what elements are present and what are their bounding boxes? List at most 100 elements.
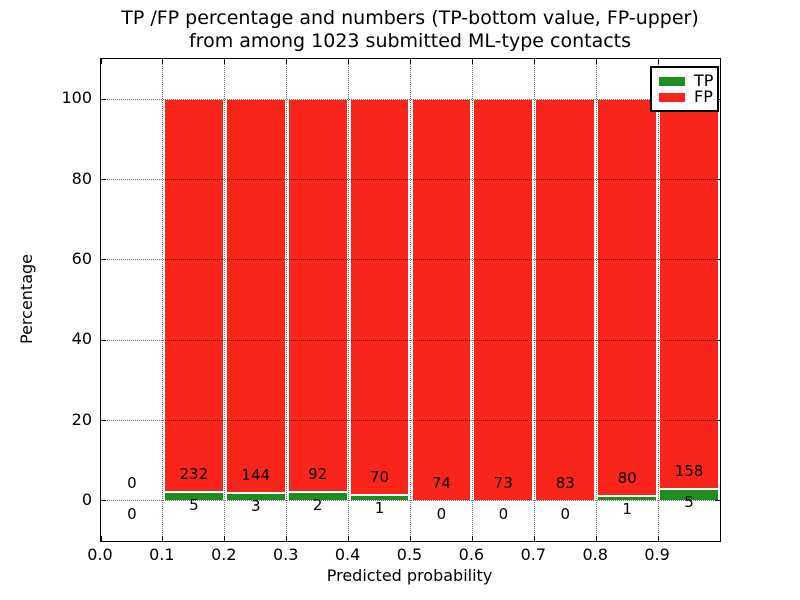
x-tick-top-0.7 [533, 59, 535, 64]
y-tick-label-100: 100 [61, 88, 92, 108]
x-tick-label-0.6: 0.6 [458, 545, 485, 564]
fp-bar-9 [659, 99, 719, 489]
y-tick-left-20 [101, 420, 106, 421]
h-gridline-100 [101, 98, 720, 100]
fp-count-label-0: 0 [127, 473, 137, 492]
fp-bar-1 [163, 99, 224, 493]
v-gridline-0.5 [410, 59, 411, 541]
y-tick-right-80 [715, 179, 720, 180]
fp-bar-2 [225, 99, 286, 493]
h-gridline-60 [101, 259, 720, 261]
fp-count-label-7: 83 [555, 473, 575, 492]
x-tick-bottom-0.7 [533, 536, 535, 541]
legend-label-fp: FP [694, 87, 713, 106]
x-axis-label: Predicted probability [326, 566, 493, 585]
x-tick-bottom-0.4 [348, 536, 350, 541]
y-tick-label-0: 0 [81, 489, 92, 509]
x-tick-bottom-0.5 [410, 536, 411, 541]
x-tick-bottom-0.9 [657, 536, 659, 541]
x-tick-top-0.2 [224, 59, 226, 64]
x-tick-label-0.0: 0.0 [87, 545, 113, 564]
tp-count-label-0: 0 [127, 504, 137, 523]
chart-title-line1: TP /FP percentage and numbers (TP-bottom… [121, 7, 699, 29]
h-gridline-80 [101, 179, 720, 180]
y-tick-left-0 [101, 500, 106, 502]
fp-count-label-3: 92 [308, 465, 328, 484]
x-tick-bottom-0.6 [471, 536, 473, 541]
v-gridline-0.7 [533, 59, 535, 541]
fp-count-label-9: 158 [674, 461, 704, 480]
y-tick-label-80: 80 [71, 168, 92, 188]
h-gridline-0 [101, 500, 720, 502]
x-tick-top-0.9 [657, 59, 659, 64]
fp-bar-4 [349, 99, 410, 496]
v-gridline-0.1 [162, 59, 164, 541]
fp-count-label-5: 74 [431, 473, 451, 492]
fp-count-label-1: 232 [179, 465, 209, 484]
tp-bar-9 [659, 488, 719, 501]
fp-count-label-4: 70 [370, 468, 390, 487]
tp-count-label-4: 1 [374, 499, 385, 518]
x-tick-top-0.8 [595, 59, 597, 64]
legend-row-fp: FP [659, 89, 717, 105]
y-tick-left-80 [101, 179, 106, 180]
y-tick-label-20: 20 [71, 409, 92, 429]
x-tick-label-0.3: 0.3 [272, 545, 299, 564]
x-tick-bottom-0.1 [162, 536, 164, 541]
fp-count-label-8: 80 [617, 468, 637, 487]
y-tick-left-40 [101, 339, 106, 341]
tp-bar-8 [597, 495, 658, 501]
h-gridline-20 [101, 420, 720, 421]
y-tick-right-40 [715, 339, 720, 341]
y-tick-left-100 [101, 98, 106, 100]
y-tick-right-0 [715, 500, 720, 502]
legend: TP FP [650, 66, 719, 112]
fp-bar-8 [597, 99, 658, 496]
x-tick-bottom-0.0 [100, 536, 102, 541]
x-tick-label-0.5: 0.5 [396, 545, 423, 564]
tp-count-label-7: 0 [560, 504, 571, 523]
x-tick-bottom-0.8 [595, 536, 597, 541]
plot-area: 0 0 232 5 144 3 92 2 70 1 74 0 73 0 83 0 80 1 158 5 TP FP [100, 58, 721, 542]
x-tick-label-0.4: 0.4 [334, 545, 361, 564]
y-tick-right-20 [715, 420, 720, 421]
x-tick-bottom-0.3 [286, 536, 288, 541]
x-tick-label-0.7: 0.7 [520, 545, 547, 564]
x-tick-top-0.1 [162, 59, 164, 64]
v-gridline-0.4 [348, 59, 350, 541]
x-tick-top-0.6 [471, 59, 473, 64]
tp-count-label-3: 2 [312, 496, 323, 515]
x-tick-label-0.2: 0.2 [211, 545, 237, 564]
tp-count-label-8: 1 [622, 499, 632, 518]
tp-bar-2 [225, 492, 286, 501]
y-tick-right-60 [715, 259, 720, 261]
chart-title: TP /FP percentage and numbers (TP-bottom… [60, 7, 760, 53]
chart-title-line2: from among 1023 submitted ML-type contac… [188, 30, 632, 52]
tp-count-label-1: 5 [189, 496, 199, 515]
y-tick-label-40: 40 [71, 329, 92, 349]
x-tick-top-0.5 [410, 59, 411, 64]
fp-bar-5 [411, 99, 472, 501]
y-axis-label: Percentage [17, 254, 36, 345]
x-tick-bottom-0.2 [224, 536, 226, 541]
tp-count-label-6: 0 [498, 504, 509, 523]
tp-bar-1 [163, 492, 224, 501]
x-tick-label-0.1: 0.1 [149, 545, 175, 564]
legend-label-tp: TP [694, 71, 714, 90]
h-gridline-40 [101, 339, 720, 341]
v-gridline-0.9 [657, 59, 659, 541]
fp-bar-6 [473, 99, 534, 501]
x-tick-label-0.9: 0.9 [644, 545, 670, 564]
v-gridline-0.3 [286, 59, 288, 541]
tp-count-label-5: 0 [436, 504, 447, 523]
legend-swatch-fp [659, 92, 685, 102]
legend-swatch-tp [659, 76, 685, 86]
fp-bar-3 [287, 99, 348, 493]
x-tick-top-0.3 [286, 59, 288, 64]
fp-count-label-2: 144 [241, 465, 271, 484]
v-gridline-0.6 [471, 59, 473, 541]
y-tick-left-60 [101, 259, 106, 261]
legend-row-tp: TP [659, 73, 717, 89]
x-tick-top-0.4 [348, 59, 350, 64]
